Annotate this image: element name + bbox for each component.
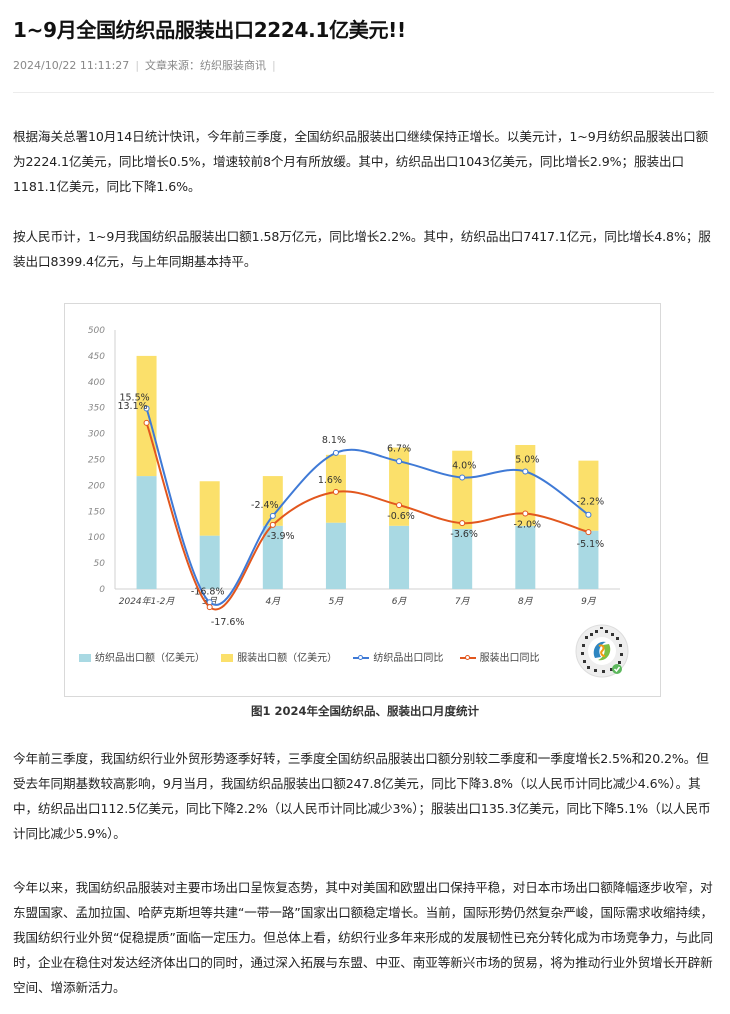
y-tick-label: 400 — [88, 378, 105, 388]
apparel-yoy-data-label: -3.6% — [450, 529, 478, 540]
apparel-yoy-point — [585, 529, 592, 536]
x-tick-label: 4月 — [265, 596, 281, 607]
textile-bar — [199, 535, 220, 589]
x-tick-label: 7月 — [455, 596, 471, 607]
apparel-bar — [325, 454, 346, 523]
article-meta: 2024/10/22 11:11:27 | 文章来源：纺织服装商讯 | — [13, 57, 282, 73]
legend-line — [459, 655, 476, 660]
x-tick-label: 8月 — [518, 596, 534, 607]
chart-svg: 0501001502002503003504004505002024年1-2月3… — [88, 326, 620, 628]
apparel-yoy-point — [459, 520, 466, 527]
y-tick-label: 450 — [88, 352, 105, 362]
textile-bar — [389, 525, 410, 589]
textile-bar — [325, 522, 346, 589]
textile-bar — [515, 525, 536, 589]
legend-apparel-line: 服装出口同比 — [459, 649, 540, 664]
textile-yoy-point — [459, 474, 466, 481]
apparel-yoy-data-label: -17.6% — [211, 617, 245, 628]
textile-bar — [262, 525, 283, 589]
textile-yoy-data-label: 15.5% — [119, 393, 149, 404]
legend-label: 纺织品出口同比 — [373, 653, 444, 664]
textile-yoy-data-label: 6.7% — [387, 443, 411, 454]
apparel-bar — [578, 460, 599, 531]
paragraph-1: 根据海关总署10月14日统计快讯，今年前三季度，全国纺织品服装出口继续保持正增长… — [13, 129, 709, 194]
x-tick-label: 6月 — [392, 596, 408, 607]
apparel-yoy-data-label: -3.9% — [267, 531, 295, 542]
apparel-bar — [452, 450, 473, 529]
paragraph-2: 按人民币计，1~9月我国纺织品服装出口额1.58万亿元，同比增长2.2%。其中，… — [13, 229, 711, 269]
legend-line — [353, 655, 370, 660]
textile-yoy-point — [332, 449, 339, 456]
meta-divider: | — [272, 59, 276, 72]
apparel-yoy-data-label: -0.6% — [387, 511, 415, 522]
y-tick-label: 350 — [88, 404, 105, 414]
apparel-yoy-data-label: 13.1% — [117, 401, 147, 412]
y-tick-label: 100 — [88, 533, 105, 543]
apparel-yoy-point — [332, 488, 339, 495]
textile-yoy-data-label: -16.8% — [191, 586, 225, 597]
paragraph-4: 今年以来，我国纺织品服装对主要市场出口呈恢复态势，其中对美国和欧盟出口保持平稳，… — [13, 880, 714, 995]
chart-figure: 0501001502002503003504004505002024年1-2月3… — [64, 303, 661, 697]
apparel-yoy-data-label: -2.0% — [514, 520, 542, 531]
apparel-yoy-point — [396, 502, 403, 509]
legend-label: 服装出口同比 — [479, 653, 540, 664]
apparel-bar — [199, 481, 220, 536]
apparel-yoy-point — [269, 521, 276, 528]
y-tick-label: 200 — [88, 481, 105, 491]
legend-label: 纺织品出口额（亿美元） — [95, 653, 205, 664]
textile-yoy-point — [522, 468, 529, 475]
textile-yoy-data-label: -2.2% — [577, 497, 605, 508]
textile-yoy-data-label: 8.1% — [322, 435, 346, 446]
article-source: 文章来源：纺织服装商讯 — [145, 59, 267, 72]
figure-caption: 图1 2024年全国纺织品、服装出口月度统计 — [250, 704, 479, 718]
legend-label: 服装出口额（亿美元） — [237, 653, 338, 664]
legend-apparel-bar: 服装出口额（亿美元） — [221, 649, 337, 664]
chart-legend: 纺织品出口额（亿美元） 服装出口额（亿美元） 纺织品出口同比 服装出口同比 — [79, 649, 553, 664]
apparel-bar — [262, 476, 283, 526]
apparel-yoy-data-label: -5.1% — [577, 539, 605, 550]
apparel-yoy-data-label: 1.6% — [318, 475, 342, 486]
apparel-yoy-point — [143, 419, 150, 426]
y-tick-label: 250 — [88, 456, 105, 466]
meta-divider: | — [135, 59, 140, 72]
y-tick-label: 0 — [99, 585, 105, 595]
apparel-yoy-point — [206, 604, 213, 611]
textile-yoy-data-label: 4.0% — [452, 461, 476, 472]
textile-yoy-point — [269, 512, 276, 519]
y-tick-label: 500 — [88, 326, 105, 336]
x-tick-label: 9月 — [581, 596, 597, 607]
article-title: 1~9月全国纺织品服装出口2224.1亿美元!! — [13, 18, 406, 42]
textile-yoy-data-label: -2.4% — [251, 500, 279, 511]
publish-date: 2024/10/22 11:11:27 — [13, 59, 130, 72]
qr-code-image — [575, 624, 629, 678]
x-tick-label: 2024年1-2月 — [119, 596, 176, 607]
textile-bar — [452, 528, 473, 589]
apparel-bar — [136, 355, 157, 477]
paragraph-3: 今年前三季度，我国纺织行业外贸形势逐季好转，三季度全国纺织品服装出口额分别较二季… — [13, 751, 711, 841]
legend-textile-bar: 纺织品出口额（亿美元） — [79, 649, 205, 664]
apparel-yoy-point — [522, 510, 529, 517]
legend-swatch — [221, 654, 234, 662]
legend-swatch — [79, 654, 91, 662]
y-tick-label: 50 — [94, 559, 106, 569]
apparel-bar — [515, 444, 536, 526]
textile-yoy-point — [585, 511, 592, 518]
textile-bar — [578, 530, 599, 589]
textile-yoy-data-label: 5.0% — [515, 455, 539, 466]
textile-yoy-point — [396, 458, 403, 465]
y-tick-label: 150 — [88, 507, 105, 517]
y-tick-label: 300 — [88, 430, 105, 440]
header-divider — [13, 92, 714, 93]
x-tick-label: 5月 — [329, 596, 345, 607]
legend-textile-line: 纺织品出口同比 — [353, 649, 443, 664]
textile-bar — [136, 476, 157, 589]
textile-yoy-point — [143, 405, 150, 412]
